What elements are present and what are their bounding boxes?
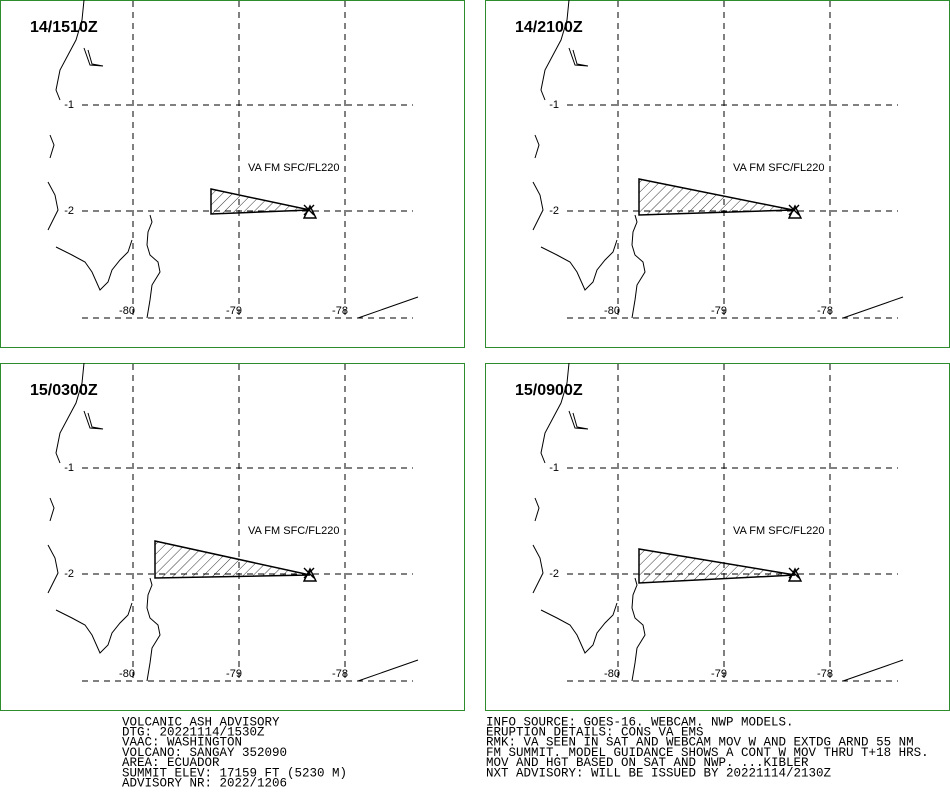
map-panel: 14/2100Z -1 -2 -80 -79 -78 VA FM SFC/FL220 (485, 0, 950, 348)
advisory-line: ADVISORY NR: 2022/1206 (122, 776, 287, 790)
border-line (357, 296, 419, 319)
lon-label: -79 (711, 305, 727, 317)
ash-area (210, 188, 311, 215)
ash-area (638, 548, 796, 584)
volcano (302, 204, 318, 219)
advisory-line: VOLCANO: SANGAY 352090 (122, 746, 287, 760)
lon-label: -78 (332, 668, 348, 680)
ash-label: VA FM SFC/FL220 (248, 525, 340, 537)
lat-label: -1 (549, 462, 559, 474)
ash-area (154, 540, 311, 579)
lat-label: -2 (549, 205, 559, 217)
map-panel: 14/1510Z -1 -2 -80 -79 -78 VA FM SFC/FL220 (0, 0, 465, 348)
advisory-line: AREA: ECUADOR (122, 756, 220, 770)
volcano (787, 204, 803, 219)
lon-label: -79 (226, 305, 242, 317)
panel-title: 14/2100Z (515, 19, 583, 36)
ash-label: VA FM SFC/FL220 (733, 525, 825, 537)
border-line (842, 659, 904, 682)
coastline (532, 0, 646, 319)
panel-title: 14/1510Z (30, 19, 98, 36)
lat-label: -2 (549, 568, 559, 580)
advisory-line: VOLCANIC ASH ADVISORY (122, 715, 280, 729)
panel-title: 15/0300Z (30, 382, 98, 399)
lon-label: -78 (817, 305, 833, 317)
advisory-line: INFO SOURCE: GOES-16. WEBCAM. NWP MODELS… (486, 715, 794, 729)
advisory-line: DTG: 20221114/1530Z (122, 725, 265, 739)
advisory-line: SUMMIT ELEV: 17159 FT (5230 M) (122, 766, 347, 780)
lat-label: -1 (64, 462, 74, 474)
lat-label: -1 (64, 99, 74, 111)
panel-border (0, 0, 465, 348)
border-line (842, 296, 904, 319)
advisory-line: FM SUMMIT. MODEL GUIDANCE SHOWS A CONT W… (486, 746, 929, 760)
map-panel: 15/0300Z -1 -2 -80 -79 -78 VA FM SFC/FL220 (0, 362, 465, 711)
lon-label: -79 (226, 668, 242, 680)
panel-border (485, 0, 950, 348)
volcano (302, 567, 318, 582)
advisory-line: VAAC: WASHINGTON (122, 736, 242, 750)
lon-label: -79 (711, 668, 727, 680)
panel-border (0, 363, 465, 711)
lat-label: -2 (64, 205, 74, 217)
coastline (47, 0, 161, 319)
volcano (787, 567, 803, 582)
lon-label: -78 (332, 305, 348, 317)
lon-label: -78 (817, 668, 833, 680)
advisory-line: RMK: VA SEEN IN SAT AND WEBCAM MOV W AND… (486, 736, 914, 750)
ash-label: VA FM SFC/FL220 (248, 162, 340, 174)
ash-label: VA FM SFC/FL220 (733, 162, 825, 174)
lon-label: -80 (604, 668, 620, 680)
coastline (47, 362, 161, 682)
lon-label: -80 (119, 668, 135, 680)
lon-label: -80 (119, 305, 135, 317)
lat-label: -2 (64, 568, 74, 580)
advisory-line: ERUPTION DETAILS: CONS VA EMS (486, 725, 704, 739)
advisory-line: NXT ADVISORY: WILL BE ISSUED BY 20221114… (486, 766, 832, 780)
coastline (532, 362, 646, 682)
lon-label: -80 (604, 305, 620, 317)
advisory-line: MOV AND HGT BASED ON SAT AND NWP. ...KIB… (486, 756, 809, 770)
panel-border (485, 363, 950, 711)
lat-label: -1 (549, 99, 559, 111)
ash-area (638, 178, 794, 216)
border-line (357, 659, 419, 682)
map-panel: 15/0900Z -1 -2 -80 -79 -78 VA FM SFC/FL220 (485, 362, 950, 711)
panel-title: 15/0900Z (515, 382, 583, 399)
